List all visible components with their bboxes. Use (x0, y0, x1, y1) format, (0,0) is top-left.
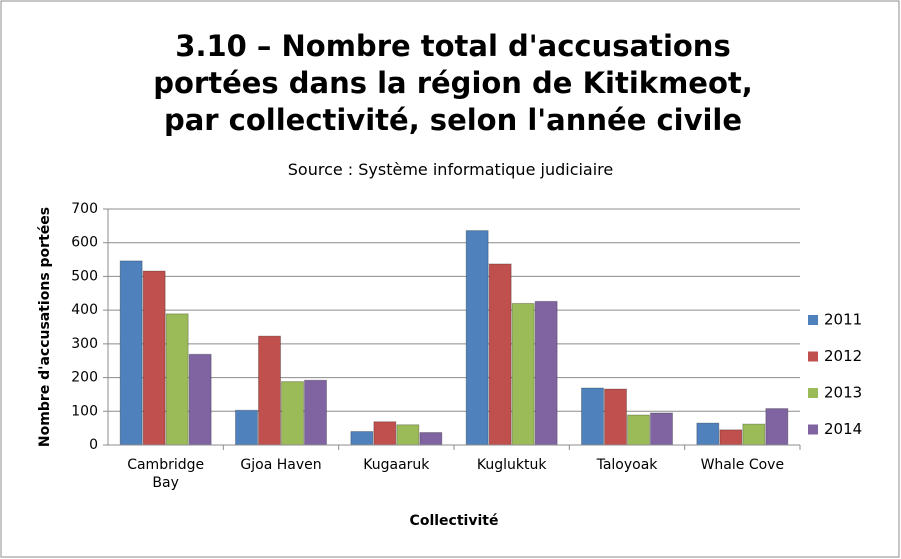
bar (742, 423, 766, 446)
bar (396, 424, 420, 446)
y-tick-label: 400 (71, 302, 98, 318)
bar (350, 431, 374, 446)
bar (534, 300, 558, 446)
bar (235, 409, 258, 446)
bar (581, 387, 604, 446)
bar (765, 408, 789, 446)
x-axis-title: Collectivité (410, 513, 499, 529)
y-tick-label: 700 (71, 201, 98, 217)
bar (281, 381, 304, 446)
legend-swatch (808, 424, 818, 435)
bar (650, 412, 673, 446)
chart-subtitle: Source : Système informatique judiciaire (287, 160, 614, 179)
bar (511, 302, 535, 446)
legend-swatch (808, 351, 818, 362)
bar (142, 270, 166, 446)
bar (627, 414, 650, 446)
chart-title: 3.10 – Nombre total d'accusations portée… (153, 29, 753, 137)
x-tick-label: Kugluktuk (477, 457, 547, 473)
legend-swatch (808, 388, 818, 398)
legend-label: 2011 (824, 311, 862, 329)
bar (419, 432, 443, 446)
legend-label: 2012 (824, 347, 862, 365)
x-tick-label: Cambridge Bay (127, 457, 204, 491)
y-tick-label: 600 (71, 235, 98, 251)
bar (719, 429, 743, 446)
bar (465, 230, 489, 446)
x-tick-label: Taloyoak (596, 457, 659, 473)
bar (304, 379, 327, 446)
x-tick-label: Whale Cove (701, 457, 785, 473)
legend-swatch (808, 315, 818, 325)
bar (373, 421, 397, 446)
y-tick-label: 100 (71, 403, 98, 419)
y-tick-label: 300 (71, 336, 98, 352)
y-tick-label: 500 (71, 268, 98, 284)
bar (696, 422, 720, 446)
bar (604, 388, 627, 446)
bar (188, 353, 212, 446)
y-axis-title: Nombre d'accusations portées (37, 207, 53, 447)
bar (488, 263, 512, 446)
y-tick-label: 0 (89, 437, 98, 453)
legend-label: 2014 (824, 420, 862, 438)
bar (119, 260, 143, 446)
legend-label: 2013 (824, 384, 862, 402)
y-tick-label: 200 (71, 370, 98, 386)
bar (258, 335, 281, 446)
x-tick-label: Gjoa Haven (240, 457, 321, 473)
bar (165, 313, 189, 446)
x-tick-label: Kugaaruk (363, 457, 430, 473)
